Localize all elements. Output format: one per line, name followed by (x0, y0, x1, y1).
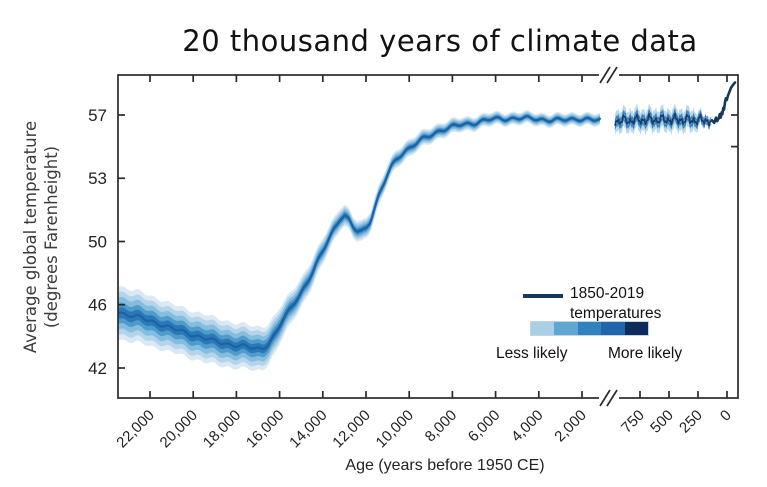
legend-series-label-1: 1850-2019 (570, 285, 645, 302)
axis-break-icon (599, 389, 611, 407)
axis-break-gap (599, 395, 619, 401)
axis-break-gap (599, 72, 619, 78)
x-axis-label: Age (years before 1950 CE) (345, 457, 545, 474)
x-tick-label: 250 (676, 407, 706, 437)
temperature-line (710, 81, 737, 125)
y-tick-label: 46 (88, 296, 107, 315)
axis-break-icon (606, 66, 618, 84)
gradient-segment (601, 322, 625, 335)
x-tick-label: 12,000 (329, 407, 373, 451)
x-tick-label: 6,000 (465, 407, 504, 446)
gradient-segment (554, 322, 578, 335)
uncertainty-band (118, 112, 600, 362)
x-tick-label: 8,000 (422, 407, 461, 446)
temperature-lines (118, 81, 737, 351)
y-tick-label: 42 (88, 359, 107, 378)
less-likely-label: Less likely (496, 345, 568, 362)
x-tick-label: 20,000 (157, 407, 201, 451)
y-tick-label: 50 (88, 232, 107, 251)
x-tick-label: 18,000 (200, 407, 244, 451)
x-tick-label: 750 (618, 407, 648, 437)
x-tick-label: 0 (717, 407, 735, 425)
axis-break-icon (606, 389, 618, 407)
legend-line-swatch (523, 294, 563, 298)
chart-title: 20 thousand years of climate data (182, 24, 698, 58)
gradient-segment (624, 322, 649, 335)
x-tick-label: 500 (647, 407, 677, 437)
more-likely-label: More likely (608, 345, 683, 362)
uncertainty-band (118, 110, 600, 371)
legend-series-label-2: temperatures (570, 305, 662, 322)
y-tick-label: 53 (88, 169, 107, 188)
likelihood-gradient-bar (530, 321, 649, 336)
x-tick-label: 22,000 (113, 407, 157, 451)
y-tick-label: 57 (88, 106, 107, 125)
temperature-line (614, 109, 712, 123)
temperature-line (614, 112, 712, 127)
axis-break-icon (599, 66, 611, 84)
x-tick-label: 14,000 (286, 407, 330, 451)
uncertainty-band (118, 113, 600, 358)
x-tick-label: 2,000 (551, 407, 590, 446)
gradient-segment (577, 322, 602, 335)
uncertainty-band (118, 114, 600, 354)
x-tick-label: 10,000 (373, 407, 417, 451)
temperature-line (118, 115, 602, 351)
axes-box (117, 74, 739, 399)
x-tick-label: 4,000 (508, 407, 547, 446)
gradient-segment (531, 322, 555, 335)
uncertainty-band (118, 111, 600, 367)
x-tick-label: 16,000 (243, 407, 287, 451)
